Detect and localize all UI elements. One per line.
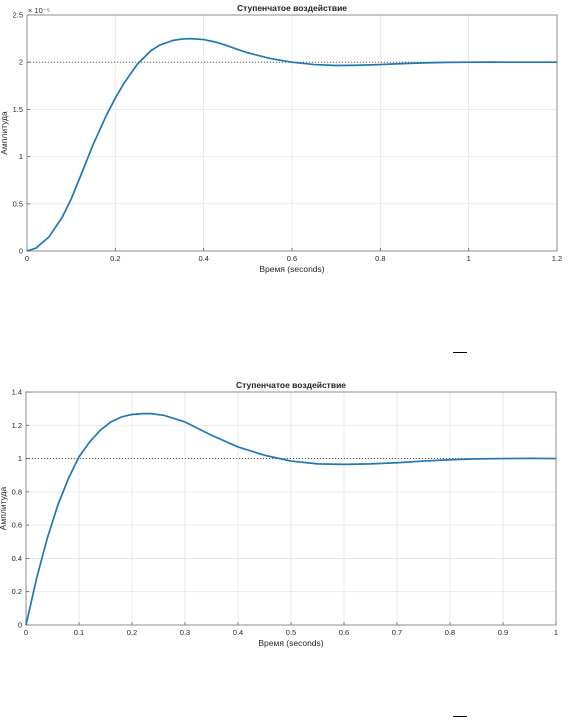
bottom-x-tick-label: 0.2 [127,628,137,637]
bottom-x-axis-label: Время (seconds) [258,638,323,648]
top-x-tick-label: 1 [467,254,471,263]
top-y-tick-label: 2 [19,58,23,67]
bottom-y-tick-label: 0.4 [12,554,22,563]
top-x-axis-label: Время (seconds) [259,264,324,274]
step-response-plot-bottom: 0 0.1 0.2 0.3 0.4 0.5 0.6 0.7 0.8 0.9 1 0 0.2 0.4 0.6 0… [0,380,558,648]
top-y-tick-label: 1 [19,152,23,161]
step-response-figure-bottom: 0 0.1 0.2 0.3 0.4 0.5 0.6 0.7 0.8 0.9 1 0 0.2 0.4 0.6 0… [0,372,568,662]
bottom-x-tick-label: 0.9 [498,628,508,637]
underline-mark-bottom [453,716,467,717]
underline-mark-top [453,352,467,353]
top-response-curve [26,37,557,252]
bottom-x-tick-label: 0 [24,628,28,637]
bottom-x-tick-label: 0.5 [286,628,296,637]
bottom-y-tick-label: 1 [18,454,22,463]
bottom-x-tick-label: 0.3 [180,628,190,637]
bottom-y-tick-label: 0 [18,621,22,630]
bottom-x-tick-label: 0.4 [233,628,243,637]
bottom-x-tick-label: 0.6 [339,628,349,637]
top-x-tick-label: 0 [25,254,29,263]
bottom-response-curve [25,412,557,626]
bottom-y-tick-label: 1.4 [12,388,22,397]
top-x-tick-label: 0.2 [110,254,120,263]
top-y-tick-label: 0 [19,247,23,256]
top-x-tick-label: 0.6 [287,254,297,263]
top-chart-title: Ступенчатое воздействие [237,3,347,13]
top-y-tick-label: 2.5 [13,11,23,20]
bottom-x-tick-label: 0.8 [445,628,455,637]
top-x-tick-label: 0.8 [375,254,385,263]
top-y-axis-label: Амплитуда [0,111,9,155]
top-y-tick-label: 0.5 [13,199,23,208]
step-response-plot-top: 0 0.2 0.4 0.6 0.8 1 1.2 0 0.5 1 1.5 2 2.5 Ступенчатое… [0,3,562,274]
bottom-x-tick-label: 0.7 [392,628,402,637]
bottom-chart-title: Ступенчатое воздействие [236,380,346,390]
top-y-tick-label: 1.5 [13,105,23,114]
bottom-y-tick-label: 0.2 [12,587,22,596]
bottom-x-tick-label: 1 [554,628,558,637]
bottom-y-tick-label: 0.8 [12,487,22,496]
top-x-tick-label: 0.4 [198,254,208,263]
bottom-y-tick-label: 0.6 [12,521,22,530]
bottom-axes-box [25,391,557,626]
top-axes-box [26,14,558,252]
bottom-x-tick-label: 0.1 [74,628,84,637]
top-y-exponent-label: × 10⁻⁵ [28,6,50,15]
bottom-y-axis-label: Амплитуда [0,486,8,530]
step-response-figure-top: 0 0.2 0.4 0.6 0.8 1 1.2 0 0.5 1 1.5 2 2.5 Ступенчатое… [0,0,568,290]
top-x-tick-label: 1.2 [552,254,562,263]
bottom-y-tick-label: 1.2 [12,421,22,430]
